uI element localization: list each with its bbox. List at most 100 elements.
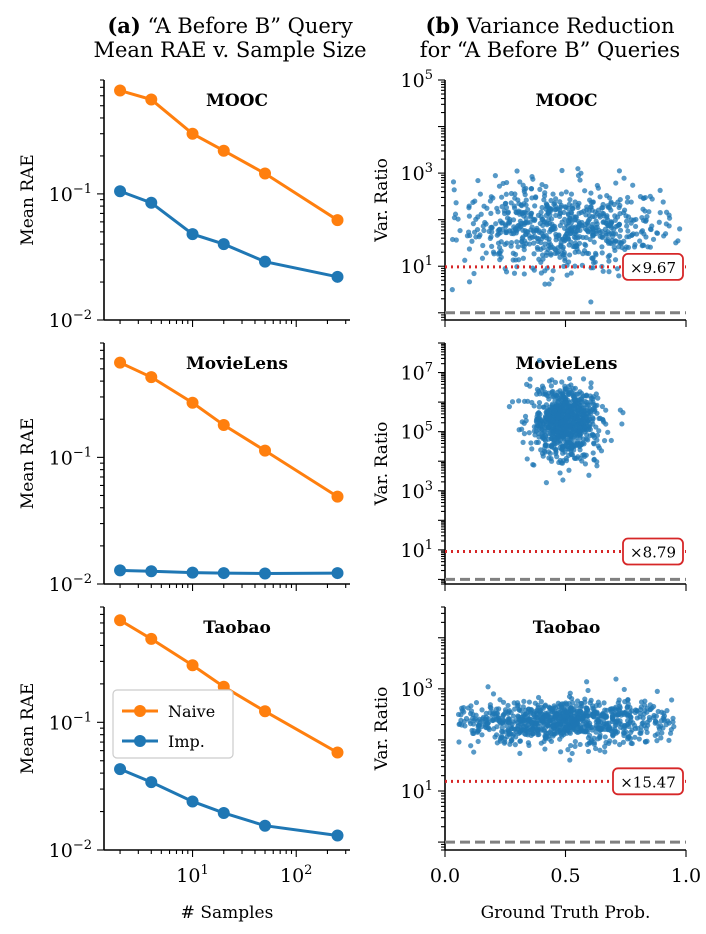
panel-a-MovieLens-ylabel: Mean RAE <box>18 418 38 509</box>
scatter-point <box>561 209 567 216</box>
scatter-point <box>564 440 570 446</box>
scatter-point <box>545 425 551 431</box>
scatter-point <box>548 714 554 720</box>
scatter-point <box>659 709 665 715</box>
scatter-point <box>565 747 571 753</box>
scatter-point <box>599 244 605 250</box>
scatter-point <box>671 724 677 730</box>
scatter-point <box>606 258 612 264</box>
scatter-point <box>581 729 587 735</box>
scatter-point <box>544 721 550 727</box>
panel-b-MOOC-ytick-label: 103 <box>401 161 433 185</box>
scatter-point <box>591 441 597 447</box>
scatter-point <box>539 450 546 457</box>
scatter-point <box>501 740 507 746</box>
scatter-point <box>591 741 597 747</box>
panel-b-MOOC-mean-ratio-box <box>622 253 684 281</box>
scatter-point <box>645 244 651 250</box>
scatter-point <box>504 240 510 246</box>
panel-a-MovieLens-title: MovieLens <box>186 354 288 374</box>
scatter-point <box>567 197 573 203</box>
scatter-point <box>632 725 638 732</box>
scatter-point <box>645 722 651 728</box>
panel-a-MOOC-title: MOOC <box>206 91 268 111</box>
scatter-point <box>589 224 595 230</box>
scatter-point <box>560 434 566 440</box>
scatter-point <box>449 287 455 293</box>
scatter-point <box>497 697 503 703</box>
scatter-point <box>551 201 557 207</box>
scatter-point <box>561 729 567 735</box>
scatter-point <box>600 205 606 211</box>
scatter-point <box>576 428 583 434</box>
scatter-point <box>495 240 502 246</box>
scatter-point <box>485 684 491 690</box>
panel-a-Taobao-series-imp-point <box>114 763 127 776</box>
scatter-point <box>620 410 626 416</box>
scatter-point <box>578 724 584 730</box>
scatter-point <box>572 738 578 745</box>
scatter-point <box>590 450 596 456</box>
scatter-point <box>569 718 576 724</box>
scatter-point <box>564 272 570 278</box>
scatter-point <box>560 412 566 418</box>
scatter-point <box>543 233 549 239</box>
scatter-point <box>517 179 523 185</box>
scatter-point <box>582 461 589 467</box>
scatter-point <box>535 415 542 421</box>
scatter-point <box>499 194 505 200</box>
scatter-point <box>527 710 534 716</box>
scatter-point <box>504 179 510 186</box>
panel-b-MOOC-title: MOOC <box>536 91 598 111</box>
scatter-point <box>586 413 592 419</box>
scatter-point <box>593 745 599 752</box>
scatter-point <box>609 718 615 725</box>
panel-a-Taobao-xtick-label: 102 <box>280 863 312 887</box>
scatter-point <box>614 266 620 272</box>
scatter-point <box>597 194 603 200</box>
scatter-point <box>568 704 575 711</box>
panel-b-MovieLens-mean-ratio-box <box>622 537 684 566</box>
scatter-point <box>559 704 565 710</box>
scatter-point <box>526 699 532 705</box>
scatter-point <box>528 440 534 446</box>
column-title-b: (b) Variance Reduction for “A Before B” … <box>380 14 706 63</box>
scatter-point <box>477 191 483 197</box>
scatter-point <box>508 726 514 732</box>
scatter-point <box>529 224 535 230</box>
scatter-point <box>555 414 561 421</box>
scatter-point <box>515 244 521 250</box>
panel-a-MOOC-ylabel: Mean RAE <box>18 154 38 245</box>
scatter-point <box>503 204 510 211</box>
scatter-point <box>566 399 572 406</box>
panel-a-MOOC-series-naive-point <box>217 144 230 157</box>
scatter-point <box>512 205 518 211</box>
scatter-point <box>575 204 581 211</box>
scatter-point <box>664 708 670 714</box>
scatter-point <box>661 718 668 724</box>
scatter-point <box>496 183 503 189</box>
scatter-point <box>619 421 625 427</box>
scatter-point <box>586 740 592 746</box>
scatter-point <box>522 238 528 244</box>
scatter-point <box>590 199 596 205</box>
scatter-point <box>589 232 596 238</box>
scatter-point <box>628 729 634 735</box>
scatter-point <box>608 706 614 712</box>
scatter-point <box>583 393 590 399</box>
scatter-point <box>565 430 571 436</box>
scatter-point <box>604 707 610 713</box>
scatter-point <box>572 385 578 391</box>
scatter-point <box>516 398 522 404</box>
scatter-point <box>494 232 500 238</box>
scatter-point <box>580 376 587 382</box>
scatter-point <box>584 207 590 213</box>
scatter-point <box>616 221 622 228</box>
panel-a-Taobao-series-naive-point <box>186 659 199 672</box>
panel-a-Taobao-series-imp-point <box>259 819 272 832</box>
scatter-point <box>565 234 571 240</box>
scatter-point <box>656 219 662 225</box>
scatter-point <box>475 728 481 734</box>
legend-naive-label: Naive <box>168 702 215 721</box>
scatter-point <box>534 391 540 397</box>
